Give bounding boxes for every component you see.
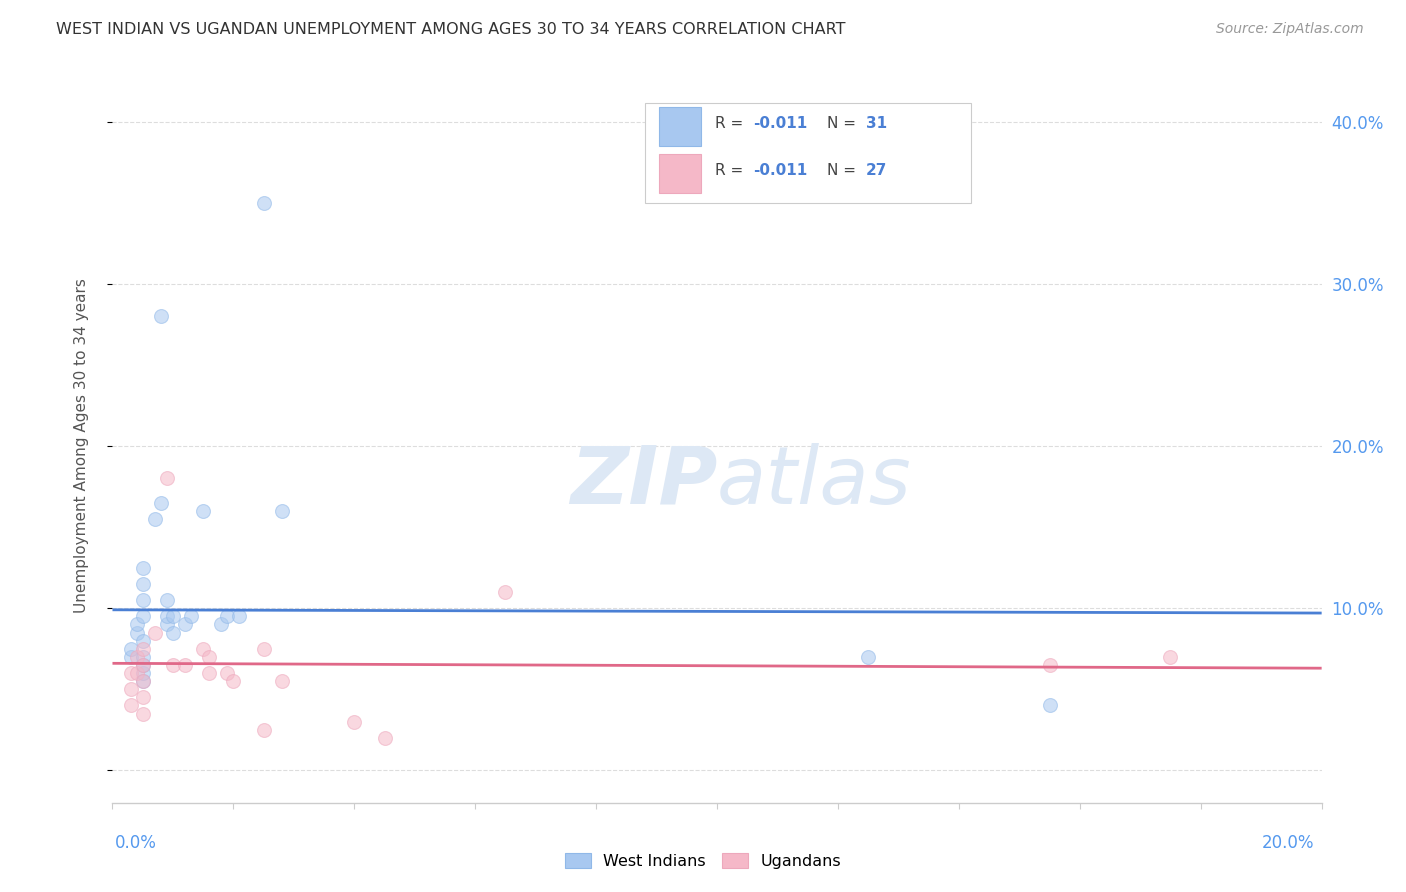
Point — [253, 641, 276, 656]
Point — [120, 649, 142, 664]
Point — [132, 633, 155, 648]
FancyBboxPatch shape — [659, 154, 702, 194]
Text: 31: 31 — [866, 116, 887, 131]
Point — [125, 625, 148, 640]
Point — [132, 657, 155, 672]
Point — [132, 649, 155, 664]
Text: -0.011: -0.011 — [754, 116, 807, 131]
Point — [198, 666, 221, 681]
Point — [156, 593, 179, 607]
Point — [149, 310, 172, 324]
Point — [125, 649, 148, 664]
Point — [132, 577, 155, 591]
Point — [162, 657, 184, 672]
Point — [217, 609, 239, 624]
Point — [228, 609, 250, 624]
Point — [120, 641, 142, 656]
Point — [856, 649, 880, 664]
Y-axis label: Unemployment Among Ages 30 to 34 years: Unemployment Among Ages 30 to 34 years — [75, 278, 89, 614]
Point — [495, 585, 517, 599]
Point — [343, 714, 366, 729]
Point — [222, 674, 245, 689]
Point — [1038, 657, 1062, 672]
Point — [174, 617, 197, 632]
Point — [132, 641, 155, 656]
Point — [162, 609, 184, 624]
Point — [143, 625, 166, 640]
Text: 20.0%: 20.0% — [1263, 834, 1315, 852]
Point — [162, 625, 184, 640]
Point — [132, 666, 155, 681]
Point — [198, 649, 221, 664]
Point — [191, 504, 214, 518]
Point — [132, 593, 155, 607]
Text: 0.0%: 0.0% — [115, 834, 157, 852]
Point — [270, 674, 292, 689]
Point — [156, 617, 179, 632]
Point — [132, 674, 155, 689]
Point — [180, 609, 202, 624]
Text: WEST INDIAN VS UGANDAN UNEMPLOYMENT AMONG AGES 30 TO 34 YEARS CORRELATION CHART: WEST INDIAN VS UGANDAN UNEMPLOYMENT AMON… — [56, 22, 846, 37]
Point — [120, 698, 142, 713]
Point — [253, 723, 276, 737]
Point — [120, 666, 142, 681]
Text: Source: ZipAtlas.com: Source: ZipAtlas.com — [1216, 22, 1364, 37]
Point — [132, 674, 155, 689]
Point — [149, 496, 172, 510]
Point — [156, 609, 179, 624]
Point — [270, 504, 292, 518]
Point — [125, 666, 148, 681]
Point — [143, 512, 166, 526]
Point — [1038, 698, 1062, 713]
Point — [174, 657, 197, 672]
Text: atlas: atlas — [717, 442, 912, 521]
FancyBboxPatch shape — [644, 103, 972, 203]
Point — [217, 666, 239, 681]
Point — [191, 641, 214, 656]
Point — [132, 690, 155, 705]
Point — [1159, 649, 1181, 664]
Point — [132, 706, 155, 721]
Text: ZIP: ZIP — [569, 442, 717, 521]
FancyBboxPatch shape — [659, 107, 702, 146]
Legend: West Indians, Ugandans: West Indians, Ugandans — [558, 847, 848, 875]
Point — [374, 731, 396, 745]
Point — [253, 195, 276, 210]
Point — [120, 682, 142, 697]
Point — [132, 609, 155, 624]
Point — [156, 471, 179, 485]
Text: -0.011: -0.011 — [754, 162, 807, 178]
Point — [132, 657, 155, 672]
Text: R =: R = — [714, 162, 748, 178]
Point — [125, 617, 148, 632]
Text: N =: N = — [827, 162, 860, 178]
Point — [209, 617, 232, 632]
Text: N =: N = — [827, 116, 860, 131]
Text: 27: 27 — [866, 162, 887, 178]
Text: R =: R = — [714, 116, 748, 131]
Point — [132, 560, 155, 574]
